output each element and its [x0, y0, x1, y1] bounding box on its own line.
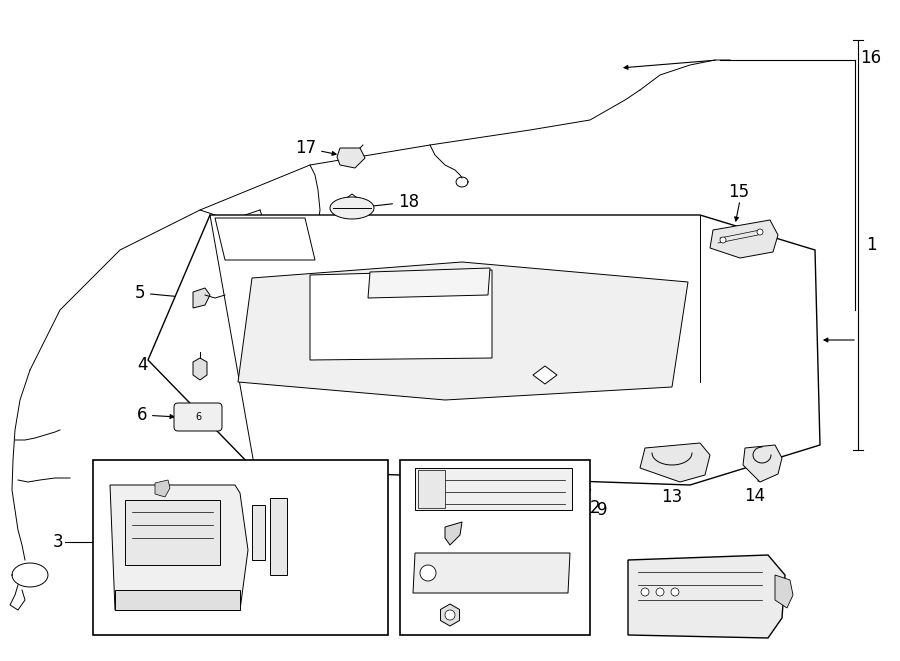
Circle shape	[720, 237, 726, 243]
Text: 1: 1	[866, 236, 877, 254]
Circle shape	[445, 610, 455, 620]
Polygon shape	[193, 288, 210, 308]
Text: 6: 6	[195, 412, 201, 422]
Polygon shape	[238, 262, 688, 400]
Polygon shape	[775, 575, 793, 608]
Text: 16: 16	[860, 49, 881, 67]
Text: 2: 2	[585, 493, 600, 517]
Text: 8: 8	[268, 546, 300, 564]
Text: 11: 11	[466, 566, 508, 584]
Polygon shape	[415, 468, 572, 510]
Polygon shape	[155, 480, 170, 497]
Polygon shape	[252, 505, 265, 560]
Text: 14: 14	[744, 467, 766, 505]
Text: 13: 13	[662, 472, 682, 506]
Polygon shape	[125, 500, 220, 565]
Polygon shape	[418, 470, 445, 508]
Circle shape	[757, 229, 763, 235]
Polygon shape	[270, 498, 287, 575]
Text: 6: 6	[137, 406, 174, 424]
Text: 12: 12	[466, 606, 493, 624]
Polygon shape	[743, 445, 782, 482]
Circle shape	[420, 565, 436, 581]
Bar	[93, 460, 388, 635]
Text: 5: 5	[134, 284, 189, 302]
Polygon shape	[445, 522, 462, 545]
Polygon shape	[710, 220, 778, 258]
Ellipse shape	[577, 463, 589, 469]
Text: 15: 15	[728, 183, 749, 201]
Polygon shape	[310, 270, 492, 360]
Text: 7: 7	[284, 536, 334, 555]
Text: 10: 10	[464, 519, 508, 537]
Ellipse shape	[330, 197, 374, 219]
Polygon shape	[413, 553, 570, 593]
Polygon shape	[110, 485, 248, 610]
Polygon shape	[368, 268, 490, 298]
Polygon shape	[215, 218, 315, 260]
Text: 18: 18	[359, 193, 419, 211]
Bar	[400, 460, 590, 635]
Polygon shape	[115, 590, 240, 610]
Polygon shape	[628, 555, 785, 638]
Circle shape	[671, 588, 679, 596]
Text: 3: 3	[52, 533, 63, 551]
Text: 17: 17	[295, 139, 336, 157]
Circle shape	[656, 588, 664, 596]
Polygon shape	[148, 215, 820, 485]
Polygon shape	[337, 148, 365, 168]
Text: 9: 9	[597, 501, 608, 519]
Text: 19: 19	[688, 604, 708, 640]
Polygon shape	[640, 443, 710, 482]
FancyBboxPatch shape	[174, 403, 222, 431]
Polygon shape	[440, 604, 460, 626]
Polygon shape	[193, 358, 207, 380]
Polygon shape	[533, 366, 557, 384]
Circle shape	[641, 588, 649, 596]
Text: 4: 4	[138, 356, 189, 374]
